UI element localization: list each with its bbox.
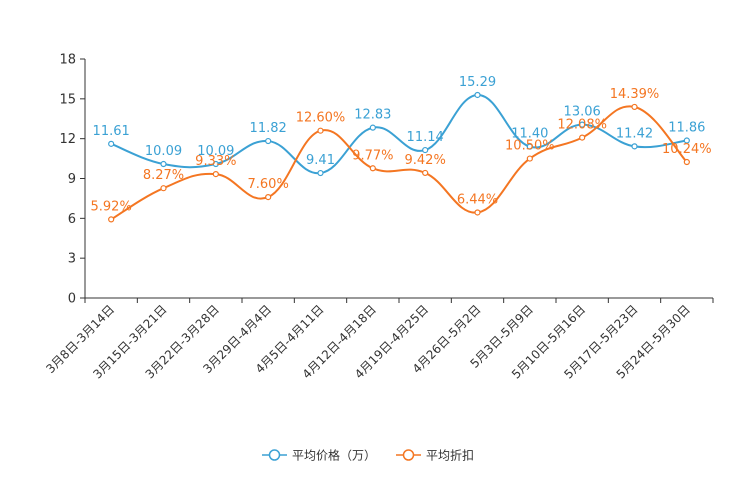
data-label: 11.86 [668, 121, 705, 136]
data-label: 10.24% [662, 142, 712, 157]
data-label: 7.60% [248, 177, 289, 192]
data-label: 12.08% [557, 118, 607, 133]
data-point[interactable] [631, 103, 638, 111]
y-tick-label: 6 [68, 212, 76, 227]
data-point[interactable] [265, 193, 272, 201]
data-point[interactable] [683, 137, 690, 144]
data-label: 15.29 [459, 75, 496, 90]
data-label: 9.77% [352, 148, 393, 163]
data-point[interactable] [212, 171, 219, 178]
data-point[interactable] [265, 137, 272, 145]
data-label: 13.06 [564, 105, 601, 120]
data-label: 11.61 [93, 124, 130, 139]
data-point[interactable] [474, 209, 481, 216]
data-point[interactable] [579, 134, 586, 141]
legend-item[interactable]: 平均折扣 [396, 448, 474, 463]
data-point[interactable] [108, 216, 115, 223]
data-point[interactable] [579, 121, 586, 128]
legend-label: 平均折扣 [426, 448, 474, 463]
legend-marker-icon [402, 449, 415, 461]
data-label: 11.82 [250, 121, 287, 136]
data-label: 11.14 [407, 130, 444, 145]
data-label: 10.09 [145, 144, 182, 159]
data-point[interactable] [526, 155, 533, 162]
data-label: 11.40 [511, 127, 548, 142]
data-label: 9.41 [306, 153, 335, 168]
legend-marker-icon [268, 449, 281, 461]
y-tick-label: 0 [68, 292, 76, 307]
data-point[interactable] [369, 165, 376, 172]
legend-item[interactable]: 平均价格（万） [262, 448, 376, 463]
data-point[interactable] [474, 91, 481, 99]
y-tick-label: 9 [68, 172, 76, 187]
data-point[interactable] [631, 143, 638, 150]
data-point[interactable] [422, 146, 429, 154]
legend-label: 平均价格（万） [292, 448, 376, 463]
data-label: 12.60% [296, 111, 346, 126]
data-point[interactable] [160, 160, 167, 168]
data-label: 6.44% [457, 192, 498, 207]
data-label: 10.50% [505, 139, 555, 154]
series-layer: 11.61 10.09 10.09 11.82 9.41 12.83 11.14 15.29 1… [91, 75, 712, 223]
data-label: 11.42 [616, 126, 653, 141]
data-point[interactable] [108, 140, 115, 147]
data-label: 9.33% [195, 154, 236, 169]
data-point[interactable] [422, 169, 429, 177]
legend[interactable]: 平均价格（万） 平均折扣 [262, 448, 474, 463]
data-point[interactable] [212, 160, 219, 168]
y-tick-label: 18 [59, 53, 76, 68]
series-1: 5.92% 8.27% 9.33% 7.60% 12.60% 9.77% 9.42% 6.44… [91, 87, 712, 223]
data-point[interactable] [160, 185, 167, 192]
data-label: 9.42% [405, 153, 446, 168]
data-point[interactable] [683, 158, 690, 166]
data-label: 12.83 [354, 108, 391, 123]
data-point[interactable] [317, 127, 324, 134]
y-tick-label: 15 [59, 92, 76, 107]
data-point[interactable] [526, 143, 533, 150]
data-label: 5.92% [91, 199, 132, 214]
data-point[interactable] [369, 124, 376, 131]
data-label: 14.39% [610, 87, 660, 102]
y-tick-label: 3 [68, 252, 76, 267]
data-label: 8.27% [143, 168, 184, 183]
data-label: 10.09 [197, 144, 234, 159]
data-point[interactable] [317, 169, 324, 177]
y-tick-label: 12 [59, 132, 76, 147]
series-0: 11.61 10.09 10.09 11.82 9.41 12.83 11.14 15.29 1… [93, 75, 705, 177]
